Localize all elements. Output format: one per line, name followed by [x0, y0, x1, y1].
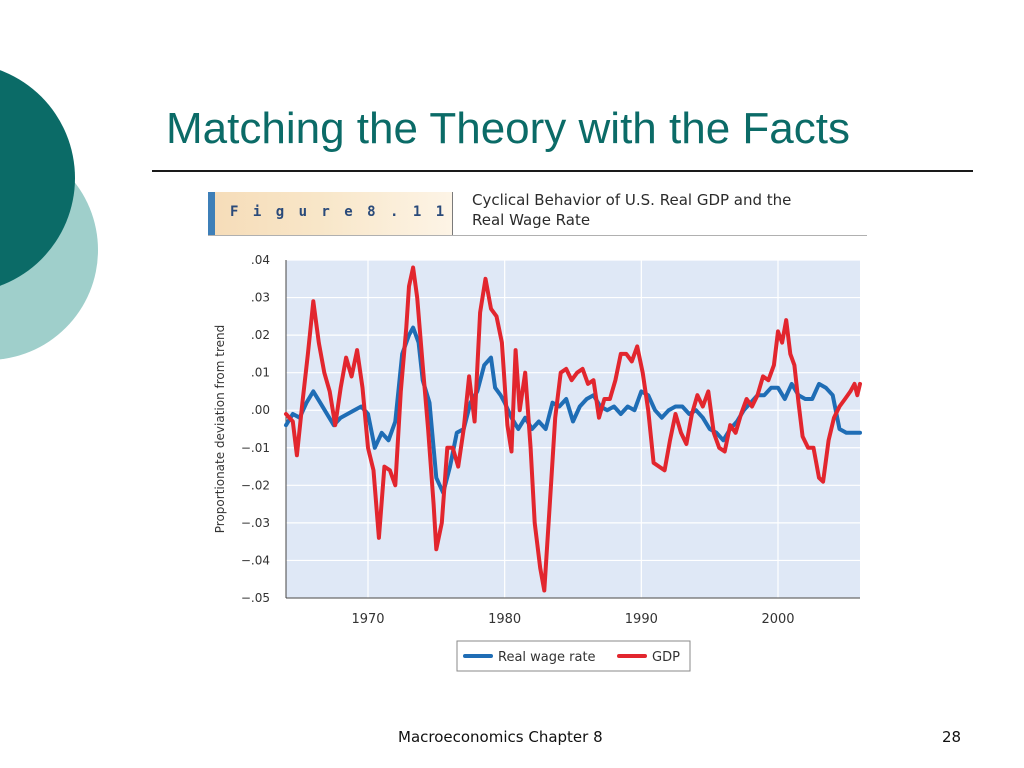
y-tick-label: .03 [251, 291, 270, 305]
legend-box [456, 640, 691, 672]
y-tick-label: .01 [251, 366, 270, 380]
figure-banner-accent [208, 192, 215, 236]
series-line-gdp [284, 265, 862, 593]
decoration-dark-circle [0, 70, 75, 286]
figure-caption-line-2: Real Wage Rate [472, 211, 591, 229]
legend-label: GDP [652, 650, 680, 665]
figure-label: F i g u r e 8 . 1 1 [230, 204, 448, 220]
page-number: 28 [942, 728, 962, 746]
series-line-real-wage-rate [284, 325, 862, 495]
x-tick-label: 2000 [761, 612, 794, 627]
y-axis-label: Proportionate deviation from trend [213, 325, 227, 533]
x-tick-label: 1980 [488, 612, 521, 627]
x-tick-label: 1990 [625, 612, 658, 627]
figure-banner: F i g u r e 8 . 1 1 [208, 192, 452, 236]
plot-area [286, 260, 860, 598]
y-tick-label: −.01 [241, 441, 270, 455]
y-tick-label: −.04 [241, 553, 270, 567]
y-tick-label: .00 [251, 403, 270, 417]
figure-caption: Cyclical Behavior of U.S. Real GDP and t… [472, 190, 862, 230]
y-tick-label: −.03 [241, 516, 270, 530]
legend-label: Real wage rate [498, 650, 596, 665]
slide-title: Matching the Theory with the Facts [166, 104, 850, 153]
figure-header-rule [208, 235, 867, 236]
theme-decoration [0, 70, 98, 360]
y-tick-label: .02 [251, 328, 270, 342]
y-tick-label: −.02 [241, 478, 270, 492]
y-tick-label: −.05 [241, 591, 270, 605]
figure-separator [452, 192, 453, 236]
figure-caption-line-1: Cyclical Behavior of U.S. Real GDP and t… [472, 191, 792, 209]
title-divider [152, 170, 973, 172]
footer-chapter: Macroeconomics Chapter 8 [398, 728, 603, 746]
x-tick-label: 1970 [351, 612, 384, 627]
y-tick-label: .04 [251, 253, 270, 267]
